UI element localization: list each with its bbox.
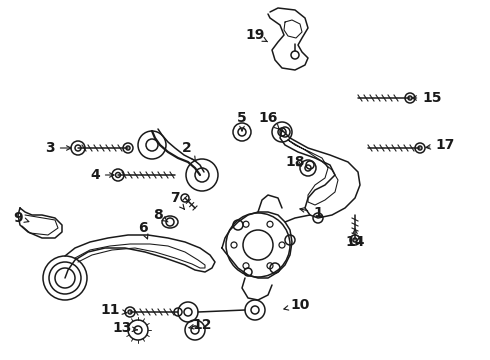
Text: 18: 18 — [285, 155, 305, 169]
Text: 19: 19 — [245, 28, 268, 42]
Text: 5: 5 — [237, 111, 247, 131]
Text: 7: 7 — [170, 191, 185, 210]
Text: 14: 14 — [345, 229, 365, 249]
Text: 15: 15 — [412, 91, 442, 105]
Text: 12: 12 — [189, 318, 212, 332]
Text: 16: 16 — [258, 111, 280, 130]
Text: 2: 2 — [182, 141, 196, 161]
Text: 3: 3 — [45, 141, 71, 155]
Text: 10: 10 — [284, 298, 310, 312]
Text: 4: 4 — [90, 168, 114, 182]
Text: 17: 17 — [426, 138, 455, 152]
Text: 13: 13 — [112, 321, 137, 335]
Text: 9: 9 — [13, 211, 29, 225]
Text: 6: 6 — [138, 221, 148, 239]
Text: 8: 8 — [153, 208, 168, 222]
Text: 1: 1 — [300, 206, 323, 220]
Text: 11: 11 — [100, 303, 127, 317]
